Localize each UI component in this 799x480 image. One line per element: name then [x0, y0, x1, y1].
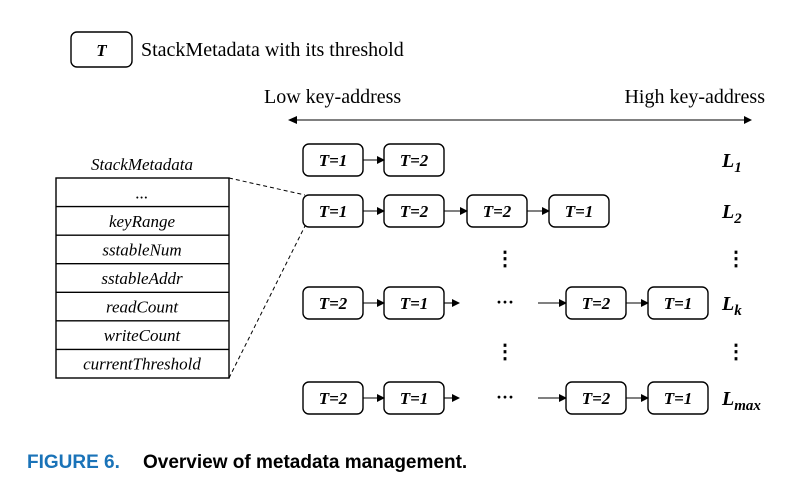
node-threshold: T=1 [565, 202, 594, 221]
level-subscript: k [734, 303, 742, 319]
low-key-address-label: Low key-address [264, 86, 401, 108]
stack-metadata-title: StackMetadata [91, 155, 193, 174]
node-threshold: T=1 [400, 294, 429, 313]
node-threshold: T=1 [400, 389, 429, 408]
field-sstableNum: sstableNum [102, 240, 181, 259]
horizontal-ellipsis: ··· [496, 387, 514, 407]
level-label: Lk [721, 293, 742, 319]
level-name: L [721, 150, 734, 172]
level-label: Lmax [721, 388, 761, 414]
node-threshold: T=1 [319, 151, 348, 170]
level-name: L [721, 293, 734, 315]
caption-text: Overview of metadata management. [143, 452, 467, 473]
legend-text: StackMetadata with its threshold [141, 39, 404, 61]
field-sstableAddr: sstableAddr [101, 269, 183, 288]
field-currentThreshold: currentThreshold [83, 355, 201, 374]
field-keyRange: keyRange [109, 212, 176, 231]
node-threshold: T=2 [319, 294, 348, 313]
field-writeCount: writeCount [104, 326, 182, 345]
high-key-address-label: High key-address [624, 86, 765, 108]
legend: T StackMetadata with its threshold [70, 31, 404, 68]
vertical-ellipses: ⋮ ⋮ ⋮ ⋮ [495, 248, 746, 363]
figure-caption: FIGURE 6. Overview of metadata managemen… [27, 452, 467, 473]
node-threshold: T=1 [664, 294, 693, 313]
level-label: L1 [721, 150, 742, 176]
levels: T=1 T=2 L1T=1 T=2 T=2 T=1 L2T=2 T=1 ··· T=2 T=1 LkT… [302, 143, 761, 415]
level-subscript: 2 [733, 211, 742, 227]
level-subscript: max [734, 398, 761, 414]
key-address-axis: Low key-address High key-address [264, 86, 765, 124]
vdots-nodes-2: ⋮ [495, 341, 515, 363]
node-threshold: T=2 [582, 389, 611, 408]
stack-metadata-table: StackMetadata ... keyRange sstableNum sstab… [55, 155, 230, 379]
level-name: L [721, 388, 734, 410]
stack-metadata-frame [55, 177, 230, 379]
legend-node [70, 31, 133, 68]
level-label: L2 [721, 201, 742, 227]
zoom-line-top [228, 177, 306, 196]
vdots-levels-2: ⋮ [726, 341, 746, 363]
node-threshold: T=2 [319, 389, 348, 408]
node-threshold: T=2 [582, 294, 611, 313]
horizontal-ellipsis: ··· [496, 292, 514, 312]
node-threshold: T=1 [664, 389, 693, 408]
vdots-levels-1: ⋮ [726, 248, 746, 270]
node-threshold: T=2 [483, 202, 512, 221]
field-readCount: readCount [106, 298, 179, 317]
field-more: ... [136, 183, 149, 202]
zoom-line-bottom [228, 225, 306, 379]
level-name: L [721, 201, 734, 223]
caption-number: FIGURE 6. [27, 452, 120, 473]
legend-symbol: T [96, 41, 107, 60]
node-threshold: T=2 [400, 151, 429, 170]
vdots-nodes-1: ⋮ [495, 248, 515, 270]
level-subscript: 1 [734, 160, 742, 176]
node-threshold: T=2 [400, 202, 429, 221]
node-threshold: T=1 [319, 202, 348, 221]
